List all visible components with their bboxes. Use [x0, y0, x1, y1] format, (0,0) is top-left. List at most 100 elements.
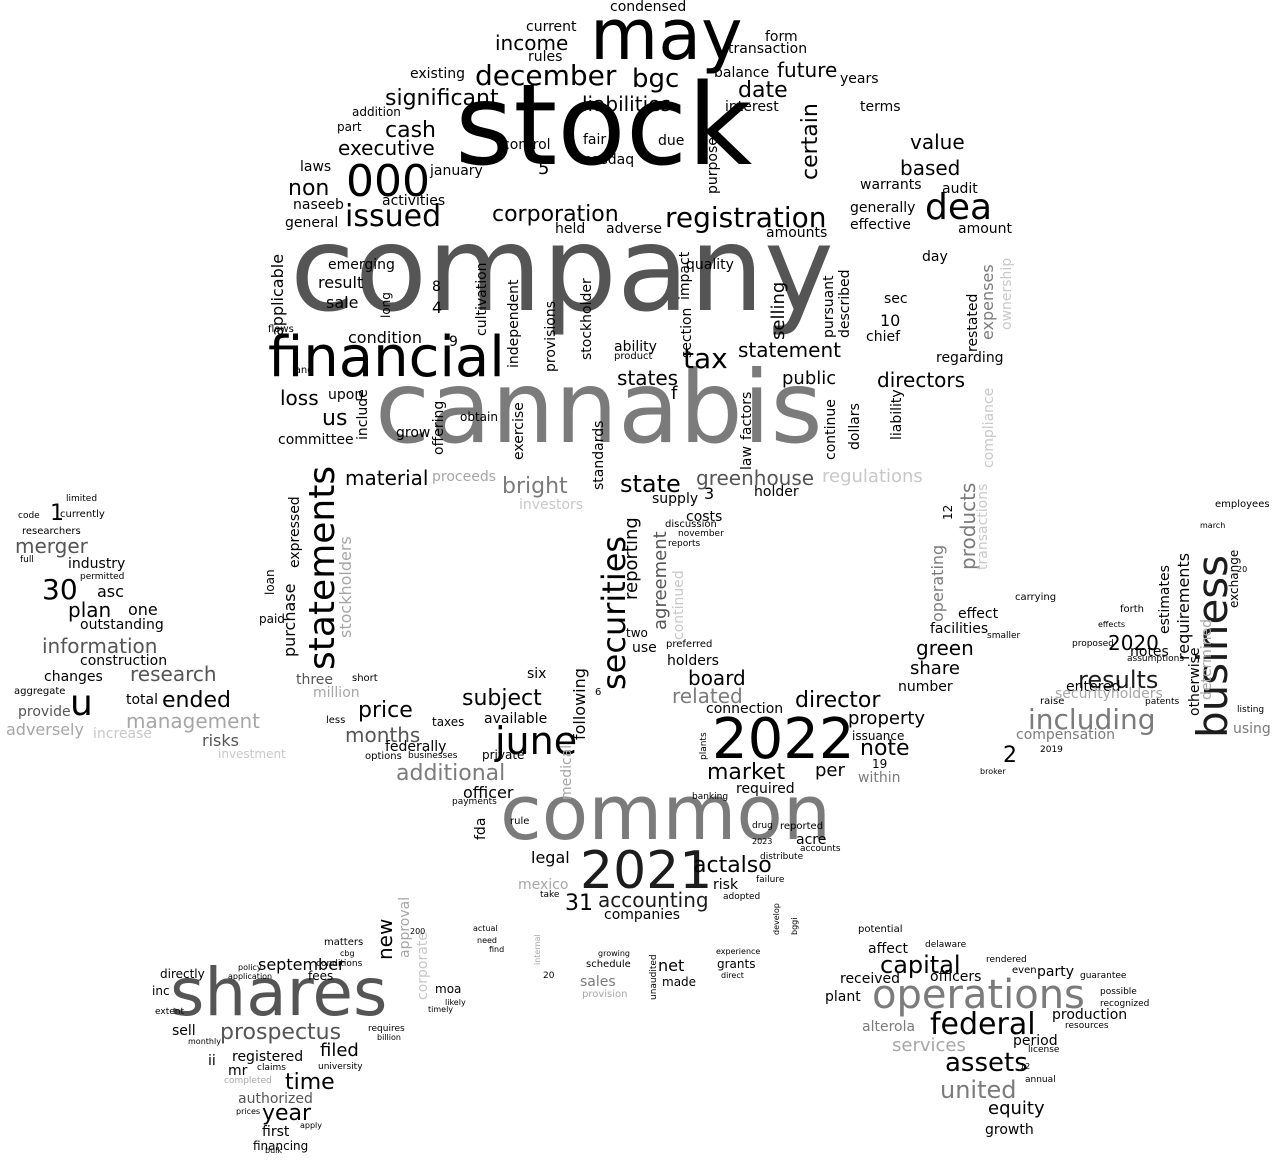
word-stockholder: stockholder — [579, 278, 595, 360]
word-common: common — [500, 768, 832, 857]
word-share: share — [910, 658, 960, 679]
word-risk: risk — [713, 877, 739, 893]
word-19: 19 — [872, 757, 888, 771]
word-subject: subject — [462, 686, 542, 711]
word-grants: grants — [717, 957, 756, 971]
word-holder: holder — [754, 484, 799, 500]
word-researchers: researchers — [22, 526, 81, 537]
word-options: options — [365, 751, 402, 762]
word-million: million — [313, 685, 360, 701]
word-purposes: purposes — [705, 129, 721, 194]
word-compensation: compensation — [1016, 727, 1115, 743]
word-experience: experience — [716, 947, 761, 956]
word-june: june — [495, 719, 578, 763]
word-actalso: actalso — [693, 853, 772, 878]
word-bgc: bgc — [632, 64, 680, 94]
word-made: made — [662, 975, 697, 989]
word-us: us — [322, 406, 348, 431]
word-unaudited: unaudited — [649, 954, 659, 1000]
word-risks: risks — [202, 731, 239, 750]
word-taxes: taxes — [432, 715, 465, 729]
word-200: 200 — [410, 927, 426, 936]
word-first: first — [262, 1124, 290, 1140]
word-industry: industry — [68, 556, 126, 572]
word-smaller: smaller — [987, 631, 1021, 641]
word-chief: chief — [866, 329, 901, 345]
word-include: include — [355, 389, 371, 440]
word-regulations: regulations — [822, 466, 923, 487]
word-distribute: distribute — [760, 852, 804, 862]
word-time: time — [285, 1070, 335, 1095]
word-assets: assets — [945, 1048, 1028, 1078]
word-addition: addition — [352, 105, 401, 119]
word-banking: banking — [692, 792, 729, 802]
word-condition: condition — [348, 328, 422, 347]
word-exchange: exchange — [1227, 549, 1241, 608]
word-period: period — [1013, 1033, 1058, 1049]
word-liability: liability — [889, 389, 905, 440]
word-currently: currently — [60, 509, 105, 520]
word-federally: federally — [385, 739, 447, 755]
word-condensed: condensed — [610, 0, 687, 15]
word-4: 4 — [432, 298, 443, 317]
word-factors: factors — [739, 391, 755, 440]
word-2: 2 — [1003, 743, 1017, 768]
word-exercise: exercise — [511, 402, 527, 460]
word-filed: filed — [320, 1040, 359, 1061]
word-terms: terms — [860, 99, 901, 115]
word-results: results — [1078, 666, 1159, 694]
word-direct: direct — [721, 971, 744, 980]
word-expressed: expressed — [287, 496, 303, 568]
word-company: company — [290, 200, 834, 338]
word-2019: 2019 — [1040, 745, 1063, 755]
word-affect: affect — [868, 941, 909, 957]
word-united: united — [940, 1076, 1017, 1104]
word-laws: laws — [300, 159, 332, 175]
word-requirements: requirements — [1174, 552, 1193, 660]
word-develop: develop — [772, 903, 781, 935]
word-liabilities: liabilities — [582, 92, 671, 116]
word-provisions: provisions — [543, 301, 559, 372]
word-three: three — [296, 672, 334, 688]
word-mr: mr — [228, 1063, 248, 1079]
word-license: license — [1028, 1045, 1060, 1055]
word-officer: officer — [463, 783, 514, 802]
word-inc: inc — [152, 984, 170, 998]
word-outstanding: outstanding — [80, 617, 164, 633]
word-new: new — [373, 918, 397, 960]
word-long: long — [379, 292, 393, 318]
word-30: 30 — [42, 573, 78, 606]
word-3: 3 — [704, 484, 715, 503]
word-state: state — [620, 470, 681, 498]
word-monthly: monthly — [188, 1037, 221, 1046]
word-directly: directly — [160, 967, 205, 981]
word-mexico: mexico — [518, 877, 569, 893]
word-full: full — [20, 555, 34, 565]
word-provide: provide — [18, 704, 71, 720]
word-adversely: adversely — [6, 720, 84, 739]
word-possible: possible — [1100, 987, 1137, 997]
word-plants: plants — [699, 732, 709, 760]
word-issuance: issuance — [852, 729, 905, 743]
word-reported: reported — [780, 821, 824, 832]
word-reports: reports — [668, 539, 701, 549]
word-general: general — [285, 215, 339, 231]
word-sell: sell — [172, 1023, 196, 1039]
word-total: total — [126, 692, 159, 708]
word-due: due — [658, 133, 685, 149]
word-research: research — [130, 662, 217, 686]
word-directors: directors — [877, 368, 966, 392]
word-guarantee: guarantee — [1080, 971, 1127, 981]
word-rendered: rendered — [986, 955, 1027, 965]
word-determined: determined — [1199, 618, 1215, 700]
word-continue: continue — [823, 399, 839, 460]
word-information: information — [42, 634, 158, 658]
word-november: november — [678, 529, 724, 539]
word-adverse: adverse — [606, 221, 663, 237]
word-asc: asc — [97, 582, 124, 601]
word-dea: dea — [925, 187, 993, 228]
word-investors: investors — [519, 497, 584, 513]
word-conditions: conditions — [316, 959, 363, 969]
word-internal: internal — [533, 934, 542, 965]
word-form: form — [765, 29, 798, 45]
